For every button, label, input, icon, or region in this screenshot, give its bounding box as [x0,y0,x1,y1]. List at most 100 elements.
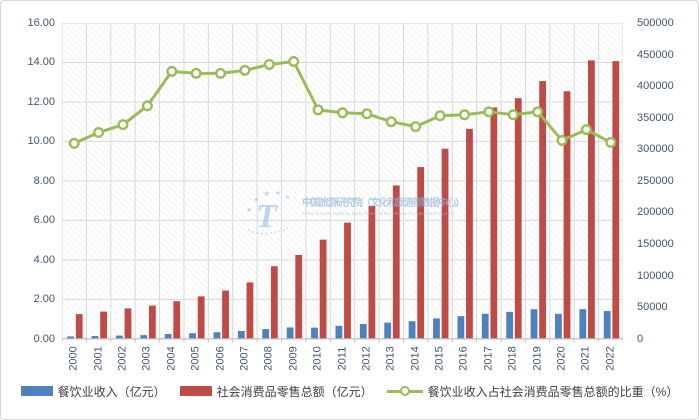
bar-catering-revenue [506,311,514,339]
left-axis-tick-label: 2.00 [33,293,55,306]
ratio-marker [556,134,568,146]
bar-retail-total [270,266,278,339]
legend-label: 餐饮业收入（亿元） [57,384,166,399]
bar-catering-revenue [408,321,416,339]
ratio-marker [361,108,373,120]
bar-retail-total [417,167,425,339]
legend-item-retail-total: 社会消费品零售总额（亿元） [179,383,373,400]
bar-retail-total [588,60,595,339]
ratio-marker [580,124,592,136]
bar-catering-revenue [311,327,318,339]
bar-catering-revenue [189,333,196,339]
ratio-marker [166,65,178,77]
ratio-marker [410,121,422,133]
left-axis-tick-label: 6.00 [33,214,55,227]
left-axis-tick-label: 8.00 [33,174,55,187]
bar-catering-revenue [91,336,99,339]
year-label: 2004 [165,346,178,371]
bar-catering-revenue [433,318,440,339]
ratio-marker [215,67,227,79]
bar-retail-total [612,61,620,339]
legend-item-ratio-line: 餐饮业收入占社会消费品零售总额的比重（%） [386,383,679,400]
year-label: 2014 [409,346,422,371]
ratio-marker [312,104,324,116]
bar-retail-total [490,107,498,339]
year-label: 2020 [555,346,568,371]
legend-label: 餐饮业收入占社会消费品零售总额的比重（%） [427,384,679,399]
year-label: 2012 [360,346,373,371]
ratio-line-marker [399,385,410,396]
right-axis-tick-label: 300000 [637,143,674,156]
ratio-marker [239,64,251,76]
right-axis-tick-label: 500000 [637,17,674,29]
left-axis-tick-label: 0.00 [33,332,55,345]
right-axis-tick-label: 400000 [637,80,674,93]
left-axis-tick-label: 14.00 [27,56,55,69]
year-label: 2008 [262,346,275,371]
bar-retail-total [466,128,473,339]
ratio-marker [532,106,544,118]
year-label: 2013 [384,346,397,371]
year-label: 2005 [189,346,202,371]
bar-retail-total [124,308,132,339]
catering-revenue-swatch [20,386,53,396]
year-label: 2007 [238,346,251,371]
year-label: 2019 [531,346,544,371]
bar-catering-revenue [164,334,172,339]
bar-retail-total [368,205,376,339]
ratio-marker [458,109,470,121]
ratio-marker [507,109,519,121]
right-axis-tick-label: 250000 [637,174,674,187]
ratio-marker [141,100,153,112]
year-label: 2015 [433,346,446,371]
year-label: 2002 [116,346,129,371]
year-label: 2003 [140,346,153,371]
ratio-marker [68,137,80,149]
legend-item-catering-revenue: 餐饮业收入（亿元） [20,383,166,400]
plot-area [62,23,623,343]
year-label: 2022 [604,346,617,371]
year-label: 2009 [287,346,300,371]
bar-retail-total [441,148,449,339]
ratio-marker [93,127,105,139]
ratio-marker [337,107,349,119]
year-label: 2011 [336,346,348,371]
bar-retail-total [319,239,327,339]
right-axis-tick-label: 450000 [637,48,674,61]
bar-retail-total [392,185,400,339]
bar-catering-revenue [67,336,74,339]
bar-catering-revenue [457,316,465,339]
bar-retail-total [75,314,83,339]
ratio-marker [434,110,446,122]
right-axis-tick-label: 50000 [637,301,668,314]
bar-catering-revenue [115,335,123,339]
year-label: 2001 [92,346,105,371]
bar-retail-total [197,296,205,339]
bar-retail-total [514,98,522,339]
year-label: 2021 [579,346,592,371]
ratio-marker [263,58,275,70]
right-axis-tick-label: 350000 [637,111,674,124]
year-label: 2017 [482,346,495,371]
year-label: 2000 [67,346,80,371]
ratio-marker [117,119,129,131]
bar-catering-revenue [555,313,562,339]
left-axis-tick-label: 16.00 [27,17,55,29]
bar-retail-total [100,311,107,339]
bar-retail-total [148,305,156,339]
year-label: 2010 [311,346,324,371]
ratio-marker [190,67,202,79]
bar-catering-revenue [237,330,245,339]
right-axis-tick-label: 150000 [637,238,674,251]
ratio-marker [483,106,495,118]
bar-catering-revenue [603,311,611,339]
bar-catering-revenue [481,313,489,339]
bar-retail-total [344,222,351,339]
legend-label: 社会消费品零售总额（亿元） [216,384,373,399]
retail-total-swatch [179,386,212,396]
bar-catering-revenue [579,309,587,339]
bar-retail-total [173,301,181,339]
bar-catering-revenue [335,325,343,339]
year-label: 2018 [506,346,519,371]
